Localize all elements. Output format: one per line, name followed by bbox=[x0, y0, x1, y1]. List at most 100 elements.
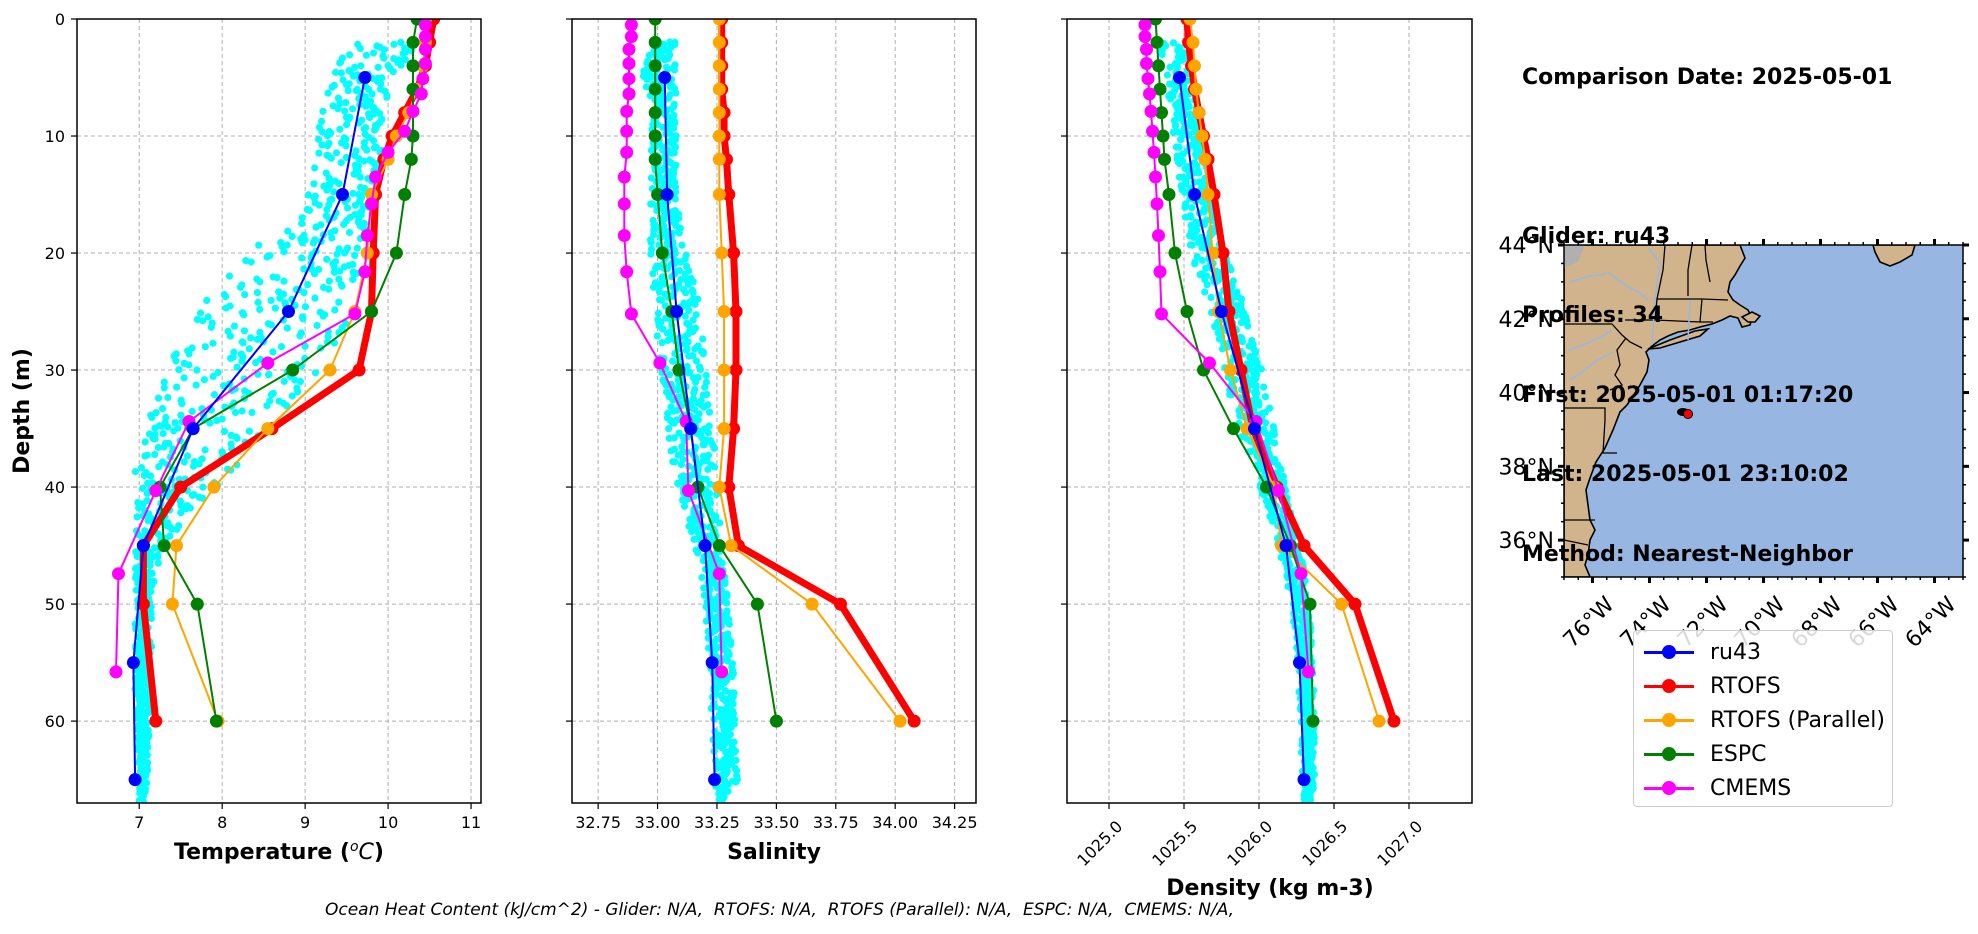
series-point bbox=[414, 87, 428, 101]
glider-scatter-point bbox=[677, 460, 686, 469]
glider-scatter-point bbox=[152, 409, 160, 417]
series-point bbox=[715, 246, 729, 260]
series-rtofs-parallel bbox=[712, 19, 907, 728]
series-point bbox=[658, 71, 672, 84]
glider-scatter-point bbox=[323, 185, 331, 193]
glider-scatter-point bbox=[710, 463, 719, 471]
profile-count: Profiles: 34 bbox=[1522, 303, 1664, 328]
series-point bbox=[336, 188, 349, 201]
series-point bbox=[729, 305, 743, 318]
series-point bbox=[1188, 188, 1201, 201]
glider-scatter-point bbox=[1238, 338, 1246, 346]
series-point bbox=[1162, 188, 1176, 201]
glider-scatter-point bbox=[353, 244, 361, 252]
series-point bbox=[653, 356, 667, 370]
series-point bbox=[1203, 356, 1216, 370]
series-point bbox=[1294, 567, 1308, 581]
series-point bbox=[648, 106, 662, 120]
glider-scatter-point bbox=[284, 227, 292, 235]
glider-scatter-point bbox=[131, 468, 139, 476]
glider-scatter-point bbox=[664, 336, 672, 345]
glider-scatter-point bbox=[349, 275, 357, 284]
glider-scatter-point bbox=[336, 99, 344, 107]
series-point bbox=[1224, 363, 1237, 377]
glider-scatter-point bbox=[645, 51, 654, 59]
glider-scatter-point bbox=[649, 270, 657, 278]
x-tick-label: 9 bbox=[300, 813, 310, 832]
glider-scatter-point bbox=[213, 416, 221, 424]
series-point bbox=[670, 305, 684, 318]
x-tick-label: 1025.0 bbox=[1073, 817, 1126, 870]
map-lon-label: 76°W bbox=[1559, 592, 1620, 653]
plot-area bbox=[617, 19, 921, 803]
series-point bbox=[620, 265, 634, 279]
glider-scatter-point bbox=[330, 188, 338, 196]
series-point bbox=[165, 597, 179, 611]
glider-scatter-point bbox=[333, 250, 341, 258]
glider-scatter-point bbox=[647, 239, 655, 247]
series-point bbox=[112, 567, 125, 581]
glider-scatter-point bbox=[660, 215, 668, 223]
glider-scatter-point bbox=[139, 500, 147, 508]
glider-scatter-point bbox=[177, 508, 185, 517]
glider-scatter-point bbox=[1193, 253, 1201, 261]
glider-scatter-point bbox=[196, 309, 205, 317]
series-point bbox=[170, 539, 183, 553]
series-point bbox=[617, 197, 631, 211]
glider-scatter-point bbox=[315, 149, 323, 157]
glider-scatter-point bbox=[133, 552, 141, 561]
glider-scatter-point bbox=[155, 463, 163, 471]
glider-scatter-point bbox=[345, 228, 354, 237]
series-point bbox=[907, 714, 921, 728]
glider-scatter-point bbox=[192, 381, 200, 389]
glider-scatter-point bbox=[227, 354, 235, 362]
glider-scatter-point bbox=[137, 464, 146, 472]
glider-scatter-point bbox=[178, 400, 186, 408]
ocean-heat-content-footer: Ocean Heat Content (kJ/cm^2) - Glider: N… bbox=[325, 900, 1235, 920]
info-spacer bbox=[1522, 145, 1892, 171]
plot-area bbox=[109, 19, 441, 803]
series-point bbox=[727, 246, 741, 260]
glider-scatter-point bbox=[1269, 517, 1277, 525]
glider-scatter-point bbox=[172, 357, 180, 365]
series-point bbox=[418, 30, 432, 44]
series-point bbox=[406, 35, 420, 49]
glider-scatter-point bbox=[207, 323, 215, 331]
glider-scatter-point bbox=[283, 324, 291, 332]
glider-scatter-point bbox=[1270, 439, 1279, 447]
series-point bbox=[136, 539, 150, 553]
map-canada-gray bbox=[1564, 245, 1585, 268]
glider-scatter-point bbox=[280, 248, 288, 256]
glider-scatter-point bbox=[1188, 204, 1196, 212]
series-ru43 bbox=[126, 71, 372, 787]
series-point bbox=[620, 124, 634, 138]
glider-scatter-point bbox=[672, 89, 680, 97]
series-point bbox=[1303, 597, 1317, 611]
glider-scatter-point bbox=[691, 300, 699, 308]
glider-scatter-point bbox=[336, 58, 345, 66]
glider-scatter-point bbox=[690, 535, 698, 543]
legend-label: CMEMS bbox=[1710, 775, 1792, 801]
x-tick-label: 10 bbox=[378, 813, 398, 832]
legend-item-cmems: CMEMS bbox=[1644, 773, 1791, 803]
glider-scatter-point bbox=[690, 389, 698, 397]
glider-scatter-point bbox=[263, 253, 271, 261]
glider-scatter-point bbox=[331, 306, 339, 314]
glider-scatter-point bbox=[296, 377, 304, 386]
glider-current-position bbox=[1683, 409, 1693, 419]
map-rivers bbox=[1567, 247, 1691, 381]
glider-scatter-point bbox=[344, 87, 352, 95]
glider-scatter-point bbox=[328, 234, 336, 242]
glider-scatter-point bbox=[238, 357, 246, 365]
glider-scatter-point bbox=[201, 343, 209, 351]
legend-item-espc: ESPC bbox=[1644, 739, 1767, 769]
glider-scatter-point bbox=[368, 90, 376, 98]
glider-scatter-point bbox=[280, 377, 288, 385]
series-point bbox=[360, 246, 374, 260]
glider-scatter-point bbox=[160, 443, 168, 451]
glider-scatter-point bbox=[210, 391, 218, 399]
series-point bbox=[286, 363, 300, 377]
glider-scatter-point bbox=[311, 369, 320, 377]
glider-scatter-point bbox=[1201, 288, 1209, 296]
glider-scatter-point bbox=[1181, 188, 1189, 196]
